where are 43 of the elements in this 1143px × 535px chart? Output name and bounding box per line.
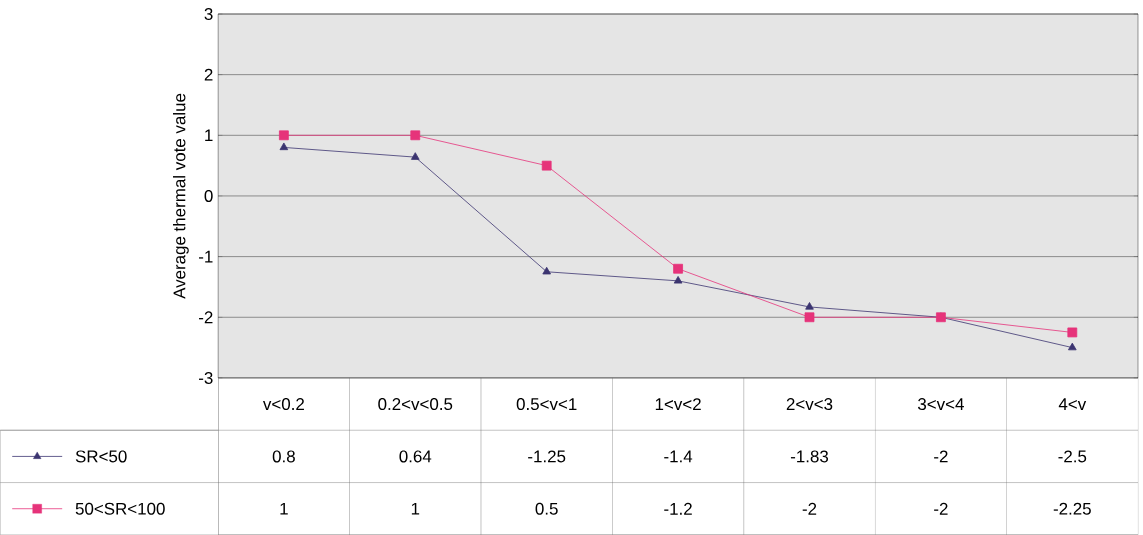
x-tick-label: 4<v <box>1058 398 1087 410</box>
point <box>1068 342 1077 351</box>
legend-label: 50<SR<100 <box>75 502 165 515</box>
point <box>410 130 421 141</box>
point <box>279 142 289 151</box>
y-tick-label: 3 <box>204 7 213 20</box>
x-tick-label: 0.2<v<0.5 <box>378 398 453 411</box>
point <box>673 275 683 284</box>
data-label: -2 <box>934 502 948 515</box>
data-label: -1.4 <box>664 450 693 463</box>
x-tick-label: 2<v<3 <box>786 398 833 411</box>
y-tick-label: -1 <box>199 250 213 263</box>
point <box>542 266 551 275</box>
data-label: 1 <box>411 502 420 515</box>
legend-label: SR<50 <box>75 450 127 463</box>
x-tick-label: 3<v<4 <box>918 398 964 411</box>
y-tick-label: 0 <box>204 189 213 202</box>
x-tick-label: 1<v<2 <box>655 398 701 410</box>
point <box>278 130 289 141</box>
point <box>673 263 683 274</box>
y-tick-label: -2 <box>199 311 213 324</box>
y-tick-label: -3 <box>199 371 213 384</box>
data-label: -1.83 <box>790 450 829 463</box>
y-tick-label: 2 <box>204 68 213 81</box>
data-label: -2 <box>934 450 948 463</box>
point <box>1067 327 1078 338</box>
y-tick-label: 1 <box>205 129 213 142</box>
data-label: -1.2 <box>664 502 692 515</box>
data-label: 0.8 <box>272 450 295 463</box>
point <box>805 302 814 310</box>
point <box>411 152 420 160</box>
data-label: -2.25 <box>1053 502 1091 515</box>
data-label: -2.5 <box>1058 450 1087 463</box>
data-label: 0.5 <box>535 502 558 515</box>
x-tick-label: 0.5<v<1 <box>516 398 577 411</box>
data-label: -1.25 <box>528 450 566 463</box>
data-label: -2 <box>802 502 817 515</box>
data-label: 1 <box>280 502 288 515</box>
point <box>541 160 552 171</box>
point <box>804 312 815 323</box>
y-axis-title: Average thermal vote value <box>172 93 189 299</box>
data-label: 0.64 <box>399 450 432 463</box>
x-tick-label: v<0.2 <box>262 398 304 411</box>
